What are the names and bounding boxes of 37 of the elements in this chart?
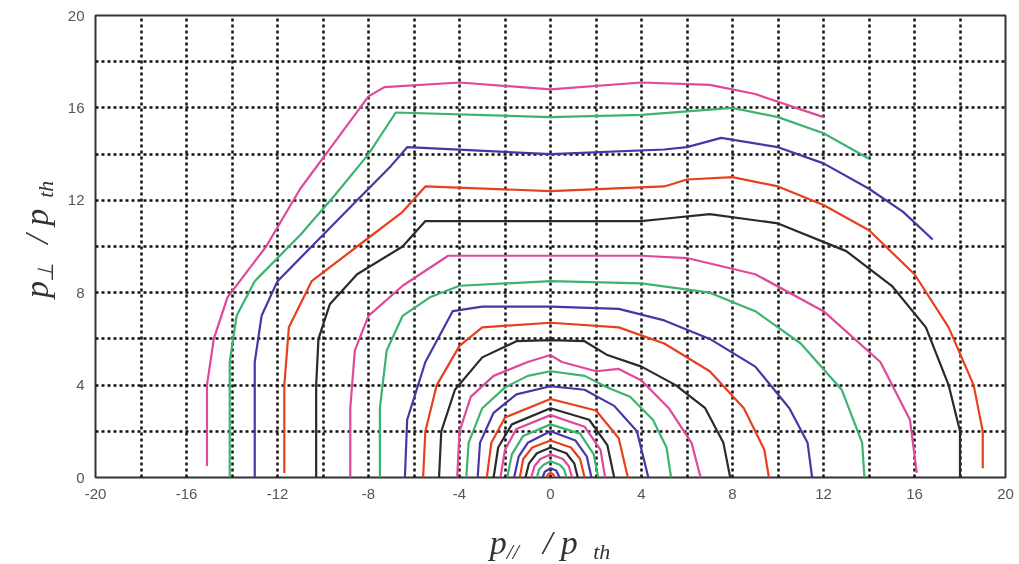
- line-series: [228, 106, 871, 478]
- y-tick-label: 0: [76, 468, 85, 486]
- line-series: [456, 353, 702, 478]
- line-series: [476, 385, 650, 478]
- x-tick-label: -4: [452, 484, 467, 502]
- line-series: [506, 423, 600, 478]
- x-tick-label: 8: [728, 484, 737, 502]
- line-series: [205, 81, 825, 468]
- y-tick-label: 20: [67, 6, 85, 24]
- line-series: [485, 397, 629, 478]
- line-series: [283, 176, 984, 474]
- line-series: [535, 460, 568, 478]
- x-tick-label: 0: [546, 484, 555, 502]
- x-tick-label: -20: [84, 484, 107, 502]
- x-tick-label: 16: [906, 484, 923, 502]
- y-tick-label: 16: [67, 98, 85, 116]
- line-series: [513, 430, 593, 478]
- line-series: [349, 254, 918, 478]
- x-tick-label: 4: [637, 484, 646, 502]
- y-tick-label: 4: [76, 376, 85, 394]
- line-series: [465, 370, 673, 478]
- line-series: [403, 305, 814, 478]
- line-series: [422, 321, 770, 478]
- y-tick-label: 12: [67, 191, 85, 209]
- y-tick-label: 8: [76, 283, 85, 301]
- line-series: [518, 439, 586, 478]
- line-series: [253, 136, 934, 478]
- x-tick-label: -16: [175, 484, 198, 502]
- x-tick-label: 12: [815, 484, 832, 502]
- y-axis-title: p⊥ / pth: [18, 180, 58, 300]
- x-tick-label: 20: [997, 484, 1014, 502]
- line-series: [530, 453, 574, 478]
- x-tick-label: -8: [361, 484, 376, 502]
- line-series: [541, 467, 561, 478]
- line-series: [378, 280, 866, 478]
- line-series: [499, 414, 607, 478]
- x-tick-label: -12: [266, 484, 289, 502]
